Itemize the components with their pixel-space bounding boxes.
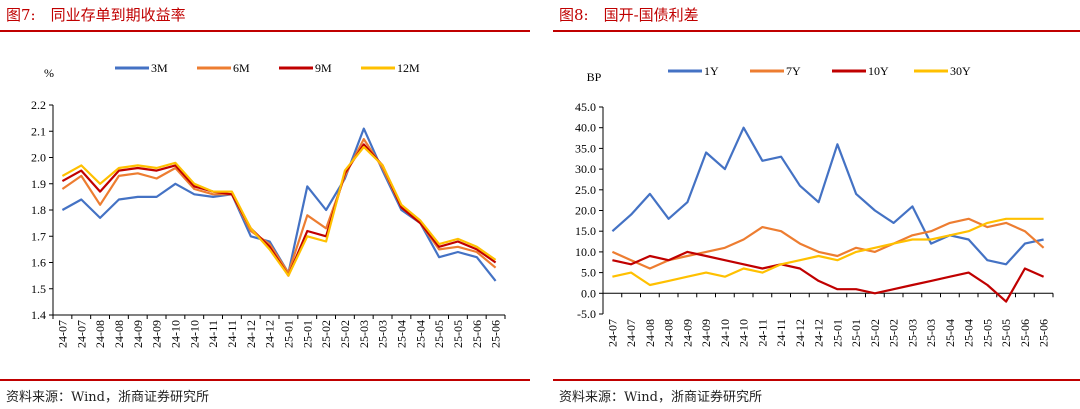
series-line — [612, 217, 1044, 287]
y-tick-label: 35.0 — [575, 141, 596, 155]
x-tick-label: 24-08 — [662, 319, 676, 347]
x-tick-label: 25-06 — [1037, 319, 1051, 347]
x-tick-label: 25-01 — [849, 319, 863, 347]
x-tick-label: 24-12 — [812, 319, 826, 347]
source-rule — [553, 379, 1080, 381]
figure-title: 图7: 同业存单到期收益率 — [6, 6, 186, 24]
x-tick-label: 25-01 — [830, 319, 844, 347]
x-tick-label: 24-08 — [643, 319, 657, 347]
y-tick-label: 45.0 — [575, 100, 596, 114]
x-tick-label: 24-12 — [244, 320, 258, 348]
title-rule — [553, 30, 1080, 32]
x-tick-label: 25-04 — [962, 319, 976, 347]
x-tick-label: 24-11 — [755, 319, 769, 347]
x-tick-label: 24-07 — [74, 320, 88, 348]
x-tick-label: 25-02 — [338, 320, 352, 348]
x-tick-label: 24-07 — [624, 319, 638, 347]
x-tick-label: 25-05 — [980, 319, 994, 347]
y-tick-label: 1.9 — [31, 177, 46, 191]
legend-label: 7Y — [786, 64, 801, 78]
x-tick-label: 25-02 — [887, 319, 901, 347]
figure-7: 图7: 同业存单到期收益率 1.4 1.5 1.6 1.7 1.8 1.9 2.0 2.1 2.… — [0, 0, 530, 409]
x-tick-label: 24-11 — [225, 320, 239, 348]
y-tick-label: 1.4 — [31, 308, 46, 322]
legend-label: 1Y — [704, 64, 719, 78]
x-tick-label: 24-11 — [206, 320, 220, 348]
x-tick-label: 24-08 — [93, 320, 107, 348]
y-tick-label: 30.0 — [575, 162, 596, 176]
x-tick-label: 25-06 — [1018, 319, 1032, 347]
x-tick-label: 25-03 — [905, 319, 919, 347]
x-tick-label: 24-08 — [112, 320, 126, 348]
x-tick-label: 25-02 — [868, 319, 882, 347]
x-tick-label: 25-06 — [489, 320, 503, 348]
y-tick-label: 5.0 — [581, 266, 596, 280]
x-tick-label: 24-10 — [187, 320, 201, 348]
spread-chart: -5.0 0.0 5.0 10.0 15.0 20.0 25.0 30.0 35.0 40.0 45… — [575, 64, 1054, 347]
y-tick-label: 20.0 — [575, 204, 596, 218]
x-tick-label: 24-07 — [55, 320, 69, 348]
y-tick-label: 15.0 — [575, 224, 596, 238]
source-rule — [0, 379, 530, 381]
y-tick-label: 40.0 — [575, 121, 596, 135]
x-tick-label: 25-05 — [451, 320, 465, 348]
legend-label: 12M — [397, 61, 420, 75]
x-tick-label: 24-11 — [774, 319, 788, 347]
x-tick-label: 25-04 — [943, 319, 957, 347]
y-tick-label: 2.0 — [31, 151, 46, 165]
y-tick-label: -5.0 — [577, 307, 596, 321]
x-tick-label: 24-10 — [737, 319, 751, 347]
x-tick-label: 24-09 — [699, 319, 713, 347]
series-line — [612, 250, 1045, 303]
figure-title: 图8: 国开-国债利差 — [559, 6, 699, 24]
x-tick-label: 25-01 — [300, 320, 314, 348]
legend-label: 3M — [151, 61, 168, 75]
yield-chart: 1.4 1.5 1.6 1.7 1.8 1.9 2.0 2.1 2.2 24-07 24-07 24-… — [31, 61, 506, 348]
y-axis-label: % — [44, 66, 54, 80]
figure-source: 资料来源：Wind，浙商证券研究所 — [559, 390, 762, 405]
y-tick-label: 0.0 — [581, 286, 596, 300]
x-tick-label: 24-09 — [131, 320, 145, 348]
x-tick-label: 24-12 — [263, 320, 277, 348]
legend-label: 10Y — [868, 64, 889, 78]
x-tick-label: 24-07 — [605, 319, 619, 347]
x-tick-label: 24-12 — [793, 319, 807, 347]
x-tick-label: 25-03 — [924, 319, 938, 347]
y-tick-label: 25.0 — [575, 183, 596, 197]
x-tick-label: 25-04 — [413, 320, 427, 348]
y-tick-label: 2.1 — [31, 124, 46, 138]
series-line — [61, 137, 497, 275]
y-tick-label: 1.5 — [31, 282, 46, 296]
x-tick-label: 25-03 — [376, 320, 390, 348]
series-line — [61, 145, 497, 277]
legend-label: 30Y — [950, 64, 971, 78]
x-tick-label: 24-10 — [168, 320, 182, 348]
x-tick-label: 25-03 — [357, 320, 371, 348]
x-tick-label: 24-09 — [680, 319, 694, 347]
figure-source: 资料来源：Wind，浙商证券研究所 — [6, 390, 209, 405]
x-tick-label: 25-05 — [999, 319, 1013, 347]
x-tick-label: 25-01 — [281, 320, 295, 348]
x-tick-label: 25-02 — [319, 320, 333, 348]
legend-label: 9M — [315, 61, 332, 75]
legend-label: 6M — [233, 61, 250, 75]
x-tick-label: 24-10 — [718, 319, 732, 347]
y-tick-label: 10.0 — [575, 245, 596, 259]
series-line — [611, 126, 1044, 266]
y-tick-label: 1.8 — [31, 203, 46, 217]
y-tick-label: 2.2 — [31, 98, 46, 112]
x-tick-label: 25-05 — [432, 320, 446, 348]
figure-8: 图8: 国开-国债利差 -5.0 0.0 5.0 10.0 15.0 20.0 25.0 30… — [553, 0, 1080, 409]
y-tick-label: 1.7 — [31, 229, 46, 243]
x-tick-label: 25-06 — [470, 320, 484, 348]
x-tick-label: 24-09 — [150, 320, 164, 348]
title-rule — [0, 30, 530, 32]
y-axis-label: BP — [587, 70, 602, 84]
series-line — [611, 217, 1045, 270]
x-tick-label: 25-04 — [394, 320, 408, 348]
y-tick-label: 1.6 — [31, 256, 46, 270]
